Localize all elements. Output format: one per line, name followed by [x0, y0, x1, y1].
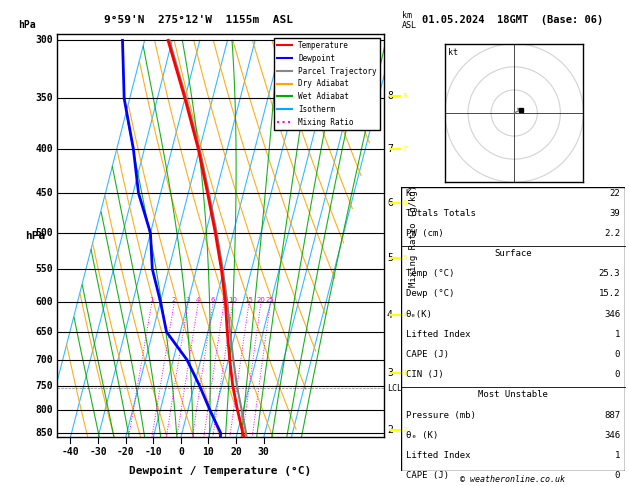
- Text: 5: 5: [387, 253, 393, 263]
- Text: 15: 15: [245, 297, 253, 303]
- Text: 25.3: 25.3: [599, 269, 620, 278]
- Text: 0: 0: [615, 370, 620, 379]
- Text: 400: 400: [36, 144, 53, 154]
- Text: 346: 346: [604, 310, 620, 319]
- Text: 850: 850: [36, 428, 53, 438]
- Text: 15.2: 15.2: [599, 290, 620, 298]
- Text: 346: 346: [604, 431, 620, 440]
- Text: 8: 8: [221, 297, 226, 303]
- Text: 22: 22: [610, 189, 620, 197]
- Text: 4: 4: [196, 297, 201, 303]
- Text: 8: 8: [387, 91, 393, 101]
- Text: hPa: hPa: [25, 231, 45, 241]
- Text: -20: -20: [117, 448, 135, 457]
- Text: K: K: [406, 189, 411, 197]
- Text: 650: 650: [36, 327, 53, 337]
- Text: 4: 4: [403, 312, 407, 318]
- Text: 3: 3: [403, 369, 407, 376]
- Text: Lifted Index: Lifted Index: [406, 330, 470, 339]
- Text: 5: 5: [403, 256, 407, 261]
- Text: 8: 8: [403, 93, 407, 99]
- Text: 450: 450: [36, 188, 53, 198]
- Text: 300: 300: [36, 35, 53, 45]
- Text: Most Unstable: Most Unstable: [478, 390, 548, 399]
- Text: 0: 0: [615, 350, 620, 359]
- Text: Pressure (mb): Pressure (mb): [406, 411, 476, 419]
- Text: 550: 550: [36, 264, 53, 274]
- Text: 4: 4: [387, 310, 393, 320]
- Text: 25: 25: [266, 297, 275, 303]
- Text: Lifted Index: Lifted Index: [406, 451, 470, 460]
- Text: 0: 0: [615, 471, 620, 480]
- Text: 2: 2: [403, 427, 407, 433]
- Text: 6: 6: [403, 200, 407, 206]
- Text: -40: -40: [62, 448, 79, 457]
- Text: 2.2: 2.2: [604, 229, 620, 238]
- Text: 3: 3: [387, 367, 393, 378]
- Text: PW (cm): PW (cm): [406, 229, 443, 238]
- Text: Dewpoint / Temperature (°C): Dewpoint / Temperature (°C): [129, 466, 311, 476]
- Text: 0: 0: [178, 448, 184, 457]
- Text: 7: 7: [403, 146, 407, 152]
- Text: -30: -30: [89, 448, 107, 457]
- Text: 30: 30: [258, 448, 270, 457]
- Text: 7: 7: [387, 144, 393, 154]
- Legend: Temperature, Dewpoint, Parcel Trajectory, Dry Adiabat, Wet Adiabat, Isotherm, Mi: Temperature, Dewpoint, Parcel Trajectory…: [274, 38, 380, 130]
- Text: 9°59'N  275°12'W  1155m  ASL: 9°59'N 275°12'W 1155m ASL: [104, 15, 292, 25]
- Text: 2: 2: [387, 425, 393, 435]
- Text: CAPE (J): CAPE (J): [406, 350, 448, 359]
- Text: 3: 3: [186, 297, 190, 303]
- Text: 2: 2: [172, 297, 176, 303]
- Text: CAPE (J): CAPE (J): [406, 471, 448, 480]
- Text: Mixing Ratio (g/kg): Mixing Ratio (g/kg): [409, 185, 418, 287]
- Text: θₑ(K): θₑ(K): [406, 310, 433, 319]
- Text: 01.05.2024  18GMT  (Base: 06): 01.05.2024 18GMT (Base: 06): [422, 15, 603, 25]
- Text: Dewp (°C): Dewp (°C): [406, 290, 454, 298]
- Text: 800: 800: [36, 405, 53, 415]
- Text: © weatheronline.co.uk: © weatheronline.co.uk: [460, 474, 565, 484]
- Text: 1: 1: [615, 330, 620, 339]
- Text: 10: 10: [228, 297, 237, 303]
- Text: 600: 600: [36, 296, 53, 307]
- Text: 750: 750: [36, 381, 53, 391]
- Text: -10: -10: [145, 448, 162, 457]
- Text: 10: 10: [203, 448, 214, 457]
- Text: 20: 20: [257, 297, 265, 303]
- Text: kt: kt: [448, 48, 458, 57]
- Text: Totals Totals: Totals Totals: [406, 208, 476, 218]
- Text: 350: 350: [36, 93, 53, 104]
- Text: 6: 6: [387, 198, 393, 208]
- Text: LCL: LCL: [387, 384, 402, 393]
- Text: 700: 700: [36, 355, 53, 365]
- Text: 6: 6: [211, 297, 215, 303]
- Text: 20: 20: [230, 448, 242, 457]
- Text: Temp (°C): Temp (°C): [406, 269, 454, 278]
- Text: CIN (J): CIN (J): [406, 370, 443, 379]
- Text: 1: 1: [615, 451, 620, 460]
- Text: 39: 39: [610, 208, 620, 218]
- Text: 887: 887: [604, 411, 620, 419]
- Text: Surface: Surface: [494, 249, 532, 258]
- Text: 1: 1: [150, 297, 154, 303]
- Text: 500: 500: [36, 228, 53, 238]
- Text: hPa: hPa: [18, 20, 35, 30]
- Text: km
ASL: km ASL: [402, 11, 416, 30]
- Text: θₑ (K): θₑ (K): [406, 431, 438, 440]
